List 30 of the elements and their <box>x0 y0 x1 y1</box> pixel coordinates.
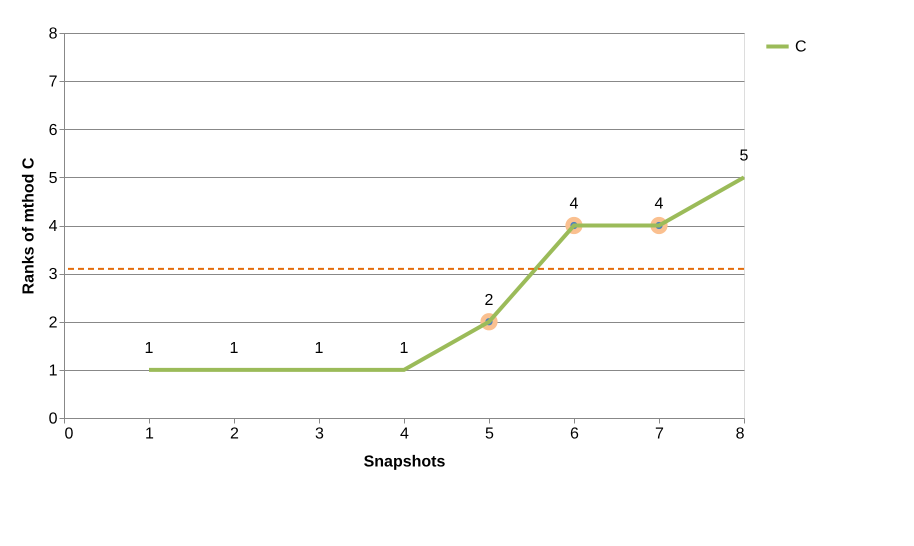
x-tick-label: 7 <box>655 426 664 442</box>
y-axis-title: Ranks of mthod C <box>20 157 38 294</box>
y-tick-label: 1 <box>48 362 58 380</box>
y-tick-label: 4 <box>48 218 58 235</box>
data-label: 5 <box>740 147 749 164</box>
x-tick-label: 1 <box>145 426 154 442</box>
y-tick-label: 6 <box>48 122 58 139</box>
data-label: 1 <box>144 340 154 357</box>
y-tick-label: 2 <box>48 314 58 332</box>
data-label: 4 <box>570 196 579 212</box>
y-tick-label: 7 <box>48 74 58 91</box>
x-tick-label: 4 <box>400 426 410 442</box>
x-tick-label: 0 <box>64 426 74 442</box>
data-label: 1 <box>230 340 239 357</box>
data-label: 4 <box>654 196 664 212</box>
data-label: 1 <box>400 340 409 357</box>
x-tick-label: 2 <box>230 426 240 442</box>
legend-label: C <box>795 38 807 56</box>
y-tick-label: 5 <box>48 170 58 187</box>
data-label: 2 <box>484 292 494 309</box>
x-tick-label: 5 <box>485 426 494 442</box>
x-axis-title: Snapshots <box>364 454 446 470</box>
line-series <box>147 175 746 372</box>
x-tick-label: 3 <box>315 426 324 442</box>
data-label: 1 <box>314 340 324 357</box>
y-tick-label: 8 <box>48 26 58 42</box>
x-tick-label: 8 <box>736 426 745 442</box>
x-tick-label: 6 <box>570 426 580 442</box>
y-tick-label: 3 <box>48 266 58 284</box>
y-tick-label: 0 <box>48 410 58 428</box>
